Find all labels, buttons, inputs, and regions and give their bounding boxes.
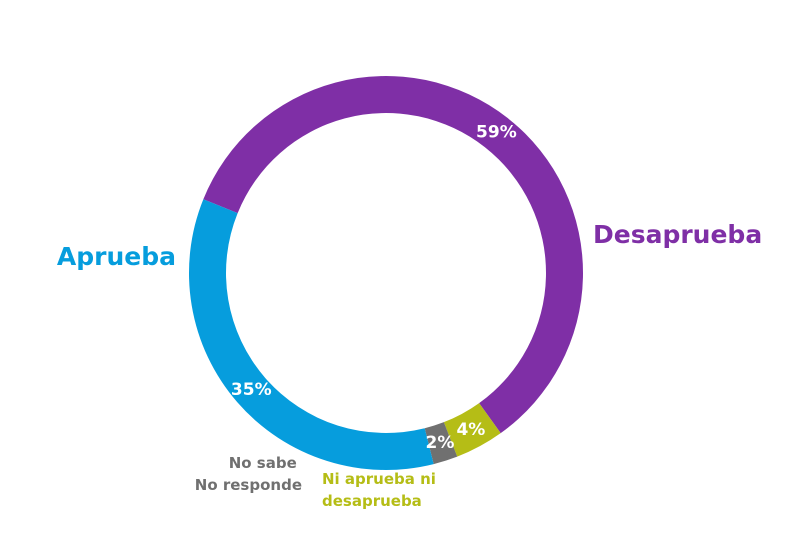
value-label-aprueba: 35% — [231, 380, 272, 400]
donut-slice-aprueba — [188, 199, 434, 470]
value-label-ni-aprueba-ni-desaprueba: 4% — [456, 420, 485, 440]
category-label-no-sabe-no-responde: No sabe No responde — [195, 454, 302, 494]
category-label-aprueba: Aprueba — [57, 242, 176, 271]
value-label-desaprueba: 59% — [476, 123, 517, 143]
category-label-desaprueba: Desaprueba — [593, 220, 762, 249]
category-label-ni-aprueba-ni-desaprueba: Ni aprueba ni desaprueba — [322, 470, 441, 510]
value-labels: 59% 4%2% 35% — [231, 123, 517, 453]
donut-slice-ni-aprueba-ni-desaprueba — [443, 403, 501, 457]
donut-slice-no-sabe-no-responde — [424, 422, 458, 465]
value-label-no-sabe-no-responde: 2% — [426, 433, 455, 453]
donut-slices — [188, 75, 583, 470]
